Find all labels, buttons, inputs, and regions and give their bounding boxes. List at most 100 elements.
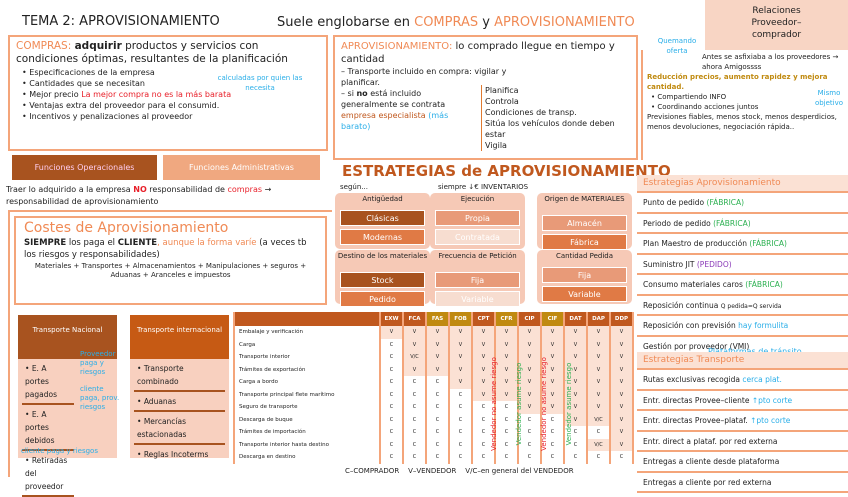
sub-and: y [478,15,495,30]
incoterm-cell: C [563,438,588,451]
incoterm-cell: V/C [586,413,611,426]
strategy-option: Fija [542,267,627,283]
costes-title: Costes de Aprovisionamiento [24,220,229,236]
incoterm-cell: V [494,376,519,389]
row-label: Transporte interior [233,351,381,364]
incoterm-cell: C [586,451,611,464]
strategy-card: Destino de los materiales Stock Pedido [335,250,430,307]
aprov-l1: – Transporte incluido en compra: vigilar… [341,67,507,87]
incoterm-cell: V [517,401,542,414]
incoterm-cell: V [540,351,565,364]
table-row: Carga a bordo C C C V V V V V V V V [233,376,634,389]
incoterm-cell: C [448,413,473,426]
strategy-row: Suministro JIT (PEDIDO) [637,255,848,275]
strategy-card: Origen de MATERIALES Almacén Fábrica [537,193,632,250]
compras-item: Ventajas extra del proveedor para el con… [22,100,320,111]
incoterm-cell: V [517,363,542,376]
incoterm-cell: V [402,363,427,376]
estrategias-transporte-list: Estrategias Transporte Rutas exclusivas r… [637,352,848,493]
row-label: Carga a bordo [233,376,381,389]
incoterm-cell: C [402,388,427,401]
strategy-option: Variable [542,286,627,302]
incoterm-cell: V [379,326,404,339]
incoterm-cell: C [379,413,404,426]
compras-note: calculadas por quien las necesita [217,74,303,92]
incoterm-cell: V/C [402,351,427,364]
incoterm-cell: C [425,438,450,451]
relaciones-body: Quemando oferta Antes se asfixiaba a los… [641,37,848,160]
incoterm-cell: C [448,438,473,451]
incoterm-cell: C [402,401,427,414]
incoterm-cell: V [448,338,473,351]
incoterm-cell: V [563,413,588,426]
incoterm-cell: V [609,388,634,401]
page-title: TEMA 2: APROVISIONAMIENTO [22,14,220,29]
row-label: Descarga en destino [233,451,381,464]
row-label: Transporte interior hasta destino [233,438,381,451]
strategy-option: Variable [435,291,520,307]
table-row: Trámites de exportación C V V V V V V V V V V [233,363,634,376]
transport-row: Entr. directas Provee–cliente ↑pto corte [637,391,848,411]
incoterm-cell: C [402,413,427,426]
strategy-card-title: Frecuencia de Petición [438,252,517,260]
strategy-option: Clásicas [340,210,425,226]
transporte-nacional: Transporte Nacional E. A portes pagadosE… [18,315,119,497]
strategy-row: Periodo de pedido (FÁBRICA) [637,214,848,234]
incoterm-cell: V [494,388,519,401]
transport-row: Entregas a cliente desde plataforma [637,452,848,473]
row-label: Transporte principal flete marítimo [233,388,381,401]
incoterm-cell: V [517,326,542,339]
incoterm-cell: C [379,401,404,414]
incoterm-cell: V [425,326,450,339]
row-label: Trámites de importación [233,426,381,439]
funciones-operacionales: Funciones Operacionales [12,155,157,180]
incoterm-cell: V [540,388,565,401]
incoterm-header: FAS [425,312,450,326]
incoterm-cell: C [471,401,496,414]
strategy-row: Reposición continua Q pedida=Q servida [637,296,848,316]
incoterm-header: FCA [402,312,427,326]
incoterm-cell: C [448,426,473,439]
strategy-card-title: Destino de los materiales [337,252,428,260]
transporte-internacional-title: Transporte internacional [130,315,229,359]
strategy-option: Propia [435,210,520,226]
incoterm-cell: C [448,401,473,414]
incoterm-cell: C [379,351,404,364]
note: cliente paga y riesgos [21,447,98,455]
strategy-card: Cantidad Pedida Fija Variable [537,250,632,304]
table-row: Descarga de buque C C C C C C C C V V/C V [233,413,634,426]
incoterm-header: DDP [609,312,634,326]
incoterm-cell: C [425,451,450,464]
incoterm-cell: V [609,438,634,451]
sub-aprov: APROVISIONAMIENTO [494,15,635,30]
table-row: Embalaje y verificación V V V V V V V V V V V [233,326,634,339]
incoterm-cell: C [471,413,496,426]
incoterm-cell: C [425,401,450,414]
incoterm-cell: V [609,351,634,364]
row-label: Embalaje y verificación [233,326,381,339]
strategy-option: Fija [435,272,520,288]
incoterm-cell: V [586,363,611,376]
table-row: Trámites de importación C C C C C C C C C C V [233,426,634,439]
risk-note: Vendedor no asume riesgo [489,357,498,451]
table-row: Transporte principal flete marítimo C C C C V… [233,388,634,401]
incoterm-cell: C [402,376,427,389]
incoterm-cell: V/C [586,438,611,451]
incoterm-cell: V [540,376,565,389]
incoterm-cell: V [402,326,427,339]
strategy-card: Antigüedad Clásicas Modernas [335,193,430,249]
incoterm-cell: C [448,451,473,464]
incoterm-cell: V [563,326,588,339]
incoterm-cell: C [379,388,404,401]
incoterm-cell: C [586,426,611,439]
incoterms-table: EXW FCA FAS FOB CPT CFR CIP CIF DAT DAP DDP Embalaj… [233,312,634,464]
compras-item: Cantidades que se necesitan [22,78,320,89]
incoterm-cell: C [517,451,542,464]
strategy-row: Reposición con previsión hay formulita [637,316,848,337]
transporte-internacional: Transporte internacional Transporte comb… [130,315,229,459]
incoterm-cell: V [494,363,519,376]
aprov-l2: – si no está incluido generalmente se co… [341,89,449,131]
incoterm-cell: C [540,413,565,426]
incoterm-cell: V [586,351,611,364]
incoterm-header: DAP [586,312,611,326]
